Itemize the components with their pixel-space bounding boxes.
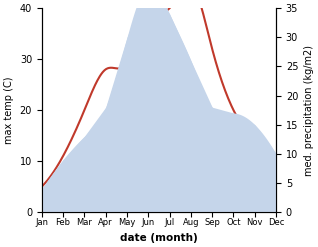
X-axis label: date (month): date (month) — [120, 233, 198, 243]
Y-axis label: max temp (C): max temp (C) — [4, 76, 14, 144]
Y-axis label: med. precipitation (kg/m2): med. precipitation (kg/m2) — [304, 45, 314, 176]
